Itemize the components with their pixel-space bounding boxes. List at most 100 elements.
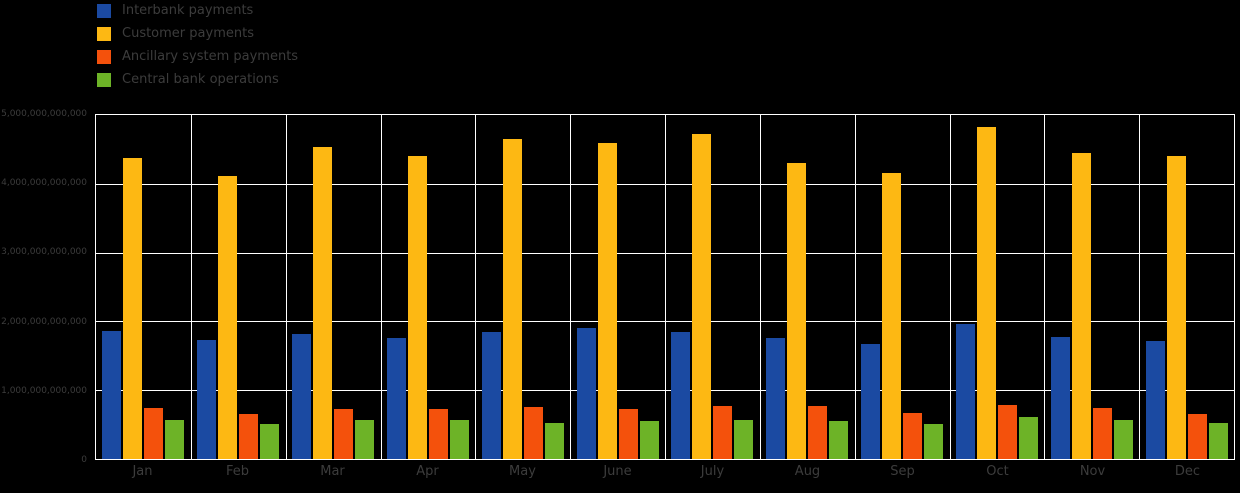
x-axis: Jan Feb Mar Apr May June July Aug Sep Oct Nov Dec <box>95 464 1235 479</box>
vertical-gridline <box>949 115 951 459</box>
bar-ancillary-system-payments <box>808 406 828 459</box>
bar-ancillary-system-payments <box>523 407 543 459</box>
vertical-gridline <box>380 115 382 459</box>
x-axis-tick-label: Nov <box>1079 464 1106 479</box>
bar-group-nov <box>1044 115 1139 459</box>
chart-legend: Interbank payments Customer payments Ancil… <box>97 3 298 87</box>
bar-central-bank-operations <box>260 423 280 459</box>
legend-label: Central bank operations <box>122 72 279 87</box>
bar-ancillary-system-payments <box>618 409 638 459</box>
x-axis-tick-label: Dec <box>1174 464 1201 479</box>
bar-customer-payments <box>123 157 143 459</box>
legend-label: Ancillary system payments <box>122 49 299 64</box>
bar-group-june <box>570 115 665 459</box>
bar-group-july <box>665 115 760 459</box>
bar-ancillary-system-payments <box>428 409 448 459</box>
legend-item: Customer payments <box>97 26 298 41</box>
bar-ancillary-system-payments <box>713 406 733 459</box>
legend-label: Customer payments <box>122 26 254 41</box>
bar-group-apr <box>380 115 475 459</box>
bar-customer-payments <box>1071 152 1091 459</box>
bar-group-dec <box>1139 115 1234 459</box>
y-axis: 5,000,000,000,000 4,000,000,000,000 3,000,… <box>0 109 90 465</box>
bar-customer-payments <box>976 127 996 459</box>
bar-ancillary-system-payments <box>1092 408 1112 459</box>
bar-interbank-payments <box>1145 340 1165 459</box>
bar-ancillary-system-payments <box>144 408 164 459</box>
bar-customer-payments <box>882 173 902 459</box>
vertical-gridline <box>570 115 572 459</box>
bar-interbank-payments <box>1050 336 1070 459</box>
y-axis-tick-label: 2,000,000,000,000 <box>1 316 87 327</box>
bar-interbank-payments <box>481 331 501 459</box>
vertical-gridline <box>854 115 856 459</box>
bar-central-bank-operations <box>1113 419 1133 459</box>
bar-customer-payments <box>787 163 807 459</box>
bar-interbank-payments <box>861 344 881 459</box>
bar-central-bank-operations <box>449 420 469 459</box>
bar-group-mar <box>286 115 381 459</box>
bar-customer-payments <box>502 139 522 459</box>
vertical-gridline <box>665 115 666 459</box>
y-axis-tick-label: 1,000,000,000,000 <box>1 385 87 396</box>
legend-swatch-icon <box>97 3 111 18</box>
bar-interbank-payments <box>766 337 786 459</box>
bar-central-bank-operations <box>1018 417 1038 459</box>
bar-ancillary-system-payments <box>997 405 1017 459</box>
bar-central-bank-operations <box>165 419 185 459</box>
vertical-gridline <box>285 115 287 459</box>
x-axis-tick-label: Mar <box>320 464 345 479</box>
x-axis-tick-label: Aug <box>794 464 821 479</box>
x-axis-tick-label: May <box>509 464 536 479</box>
bar-interbank-payments <box>197 339 217 459</box>
x-axis-tick-label: Jan <box>132 464 153 479</box>
bar-customer-payments <box>1166 156 1186 459</box>
bar-customer-payments <box>692 133 712 459</box>
bar-interbank-payments <box>386 337 406 459</box>
bar-central-bank-operations <box>924 423 944 459</box>
x-axis-tick-label: Feb <box>225 464 250 479</box>
y-axis-tick-label: 3,000,000,000,000 <box>1 247 87 258</box>
x-axis-tick-label: July <box>700 464 725 479</box>
bar-central-bank-operations <box>829 421 849 459</box>
bar-central-bank-operations <box>355 420 375 459</box>
legend-swatch-icon <box>97 49 111 64</box>
bar-ancillary-system-payments <box>239 414 259 459</box>
bar-interbank-payments <box>576 327 596 459</box>
bar-interbank-payments <box>671 332 691 459</box>
legend-label: Interbank payments <box>122 3 254 18</box>
bar-interbank-payments <box>292 333 312 459</box>
bar-group-aug <box>760 115 855 459</box>
bar-group-jan <box>96 115 191 459</box>
bar-central-bank-operations <box>1208 422 1228 459</box>
bar-interbank-payments <box>102 331 122 459</box>
y-axis-tick-label: 0 <box>81 455 87 465</box>
bar-customer-payments <box>597 142 617 459</box>
plot-area <box>95 114 1235 460</box>
bar-groups <box>96 115 1234 459</box>
bar-central-bank-operations <box>544 422 564 459</box>
legend-item: Ancillary system payments <box>97 49 298 64</box>
bar-interbank-payments <box>955 324 975 459</box>
y-axis-tick-label: 5,000,000,000,000 <box>1 109 87 119</box>
vertical-gridline <box>1139 115 1141 459</box>
x-axis-tick-label: Sep <box>890 464 915 479</box>
x-axis-tick-label: June <box>603 464 632 479</box>
bar-central-bank-operations <box>734 419 754 459</box>
y-axis-tick-label: 4,000,000,000,000 <box>1 178 87 189</box>
bar-ancillary-system-payments <box>334 409 354 459</box>
legend-item: Central bank operations <box>97 72 298 87</box>
legend-item: Interbank payments <box>97 3 298 18</box>
bar-customer-payments <box>313 147 333 459</box>
vertical-gridline <box>190 115 192 459</box>
bar-customer-payments <box>218 175 238 459</box>
legend-swatch-icon <box>97 26 111 41</box>
vertical-gridline <box>475 115 477 459</box>
x-axis-tick-label: Apr <box>416 464 439 479</box>
bar-group-may <box>475 115 570 459</box>
bar-ancillary-system-payments <box>903 412 923 459</box>
bar-central-bank-operations <box>639 421 659 459</box>
bar-group-sep <box>855 115 950 459</box>
bar-customer-payments <box>407 156 427 459</box>
bar-ancillary-system-payments <box>1187 413 1207 459</box>
